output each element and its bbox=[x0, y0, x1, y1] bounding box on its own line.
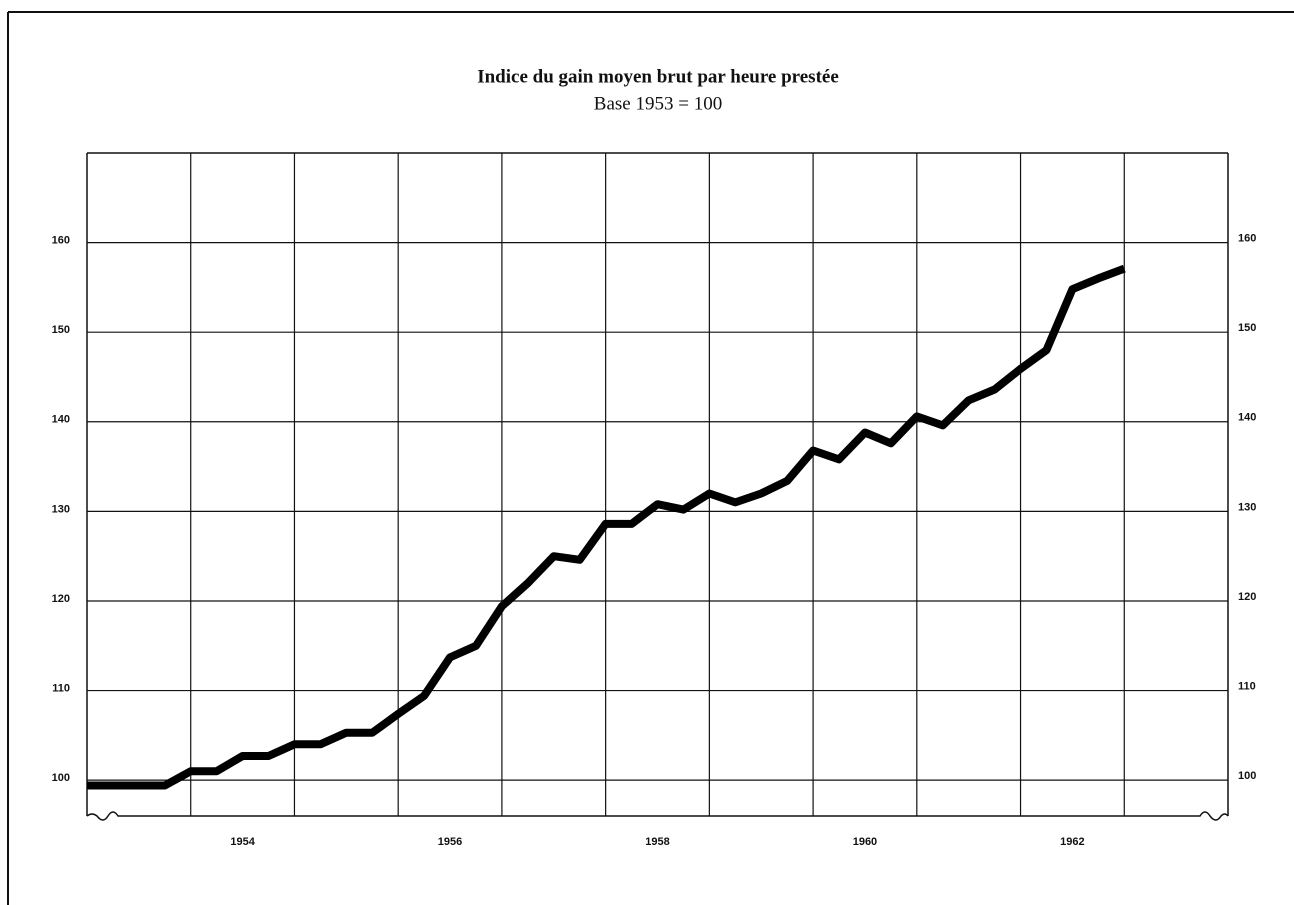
y2-tick-label: 150 bbox=[1238, 322, 1256, 334]
x-tick-label: 1960 bbox=[853, 836, 877, 848]
y2-tick-label: 130 bbox=[1238, 501, 1256, 513]
chart-title: Indice du gain moyen brut par heure pres… bbox=[477, 66, 839, 87]
y2-tick-label: 110 bbox=[1238, 680, 1256, 692]
x-tick-label: 1962 bbox=[1060, 836, 1084, 848]
y2-tick-label: 140 bbox=[1238, 412, 1256, 424]
y2-tick-label: 160 bbox=[1238, 233, 1256, 245]
x-tick-label: 1958 bbox=[645, 836, 669, 848]
chart-subtitle: Base 1953 = 100 bbox=[594, 93, 722, 114]
y2-tick-label: 120 bbox=[1238, 591, 1256, 603]
y-tick-label: 100 bbox=[52, 772, 70, 784]
y-tick-label: 110 bbox=[52, 682, 70, 694]
data-line bbox=[87, 264, 1126, 790]
y-tick-label: 140 bbox=[52, 414, 70, 426]
y-tick-label: 150 bbox=[52, 324, 70, 336]
x-tick-label: 1956 bbox=[438, 836, 462, 848]
y2-tick-label: 100 bbox=[1238, 770, 1256, 782]
y-tick-label: 160 bbox=[52, 235, 70, 247]
y-tick-label: 120 bbox=[52, 593, 70, 605]
x-tick-label: 1954 bbox=[230, 836, 255, 848]
plot-frame bbox=[86, 152, 1229, 821]
y-tick-label: 130 bbox=[52, 503, 70, 515]
